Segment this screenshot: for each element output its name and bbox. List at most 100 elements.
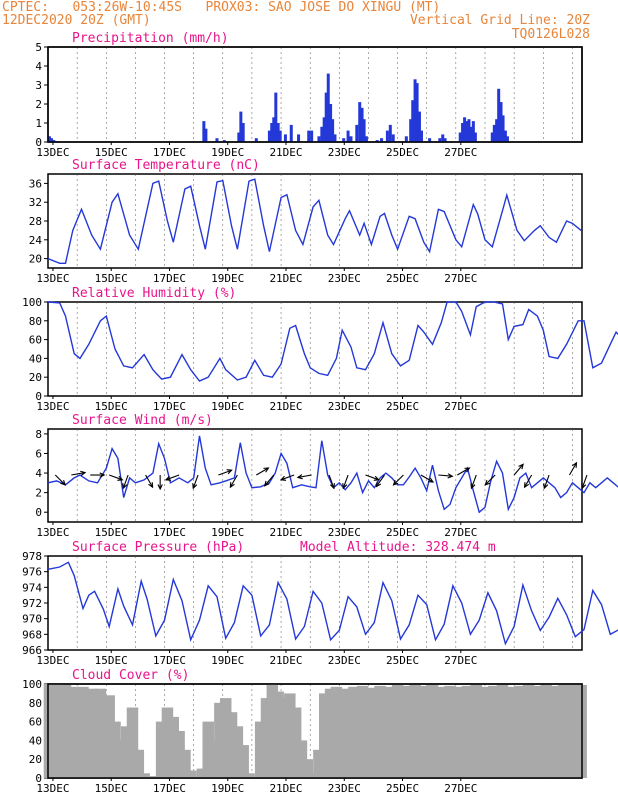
model-code: TQ0126L028 xyxy=(511,27,590,42)
chart-title: Surface Wind (m/s) xyxy=(72,413,213,428)
bar xyxy=(132,749,145,778)
x-tick-label: 27DEC xyxy=(444,146,477,159)
x-tick-label: 15DEC xyxy=(95,654,128,667)
x-tick-label: 23DEC xyxy=(328,782,361,795)
bar xyxy=(204,128,208,142)
bar xyxy=(380,138,384,142)
bar xyxy=(243,773,255,778)
bar xyxy=(522,684,535,778)
bar xyxy=(272,691,284,778)
wind-vector xyxy=(328,474,335,490)
y-tick-label: 36 xyxy=(29,177,42,190)
bar xyxy=(418,685,430,778)
x-tick-label: 15DEC xyxy=(95,526,128,539)
x-tick-label: 17DEC xyxy=(153,654,186,667)
plot-frame xyxy=(47,555,583,651)
x-tick-label: 19DEC xyxy=(211,146,244,159)
y-tick-label: 968 xyxy=(22,628,42,641)
bar xyxy=(469,126,473,142)
bar xyxy=(237,132,241,142)
station-info: CPTEC: 053:26W-10:45S PROX03: SAO JOSE D… xyxy=(2,0,441,15)
y-tick-label: 100 xyxy=(22,296,42,309)
x-tick-label: 27DEC xyxy=(444,782,477,795)
bar xyxy=(503,130,507,142)
wind-vector xyxy=(365,474,380,481)
bar xyxy=(49,138,53,142)
bar xyxy=(161,707,174,778)
x-tick-label: 25DEC xyxy=(386,146,419,159)
bar xyxy=(68,686,80,778)
bar xyxy=(319,693,331,778)
bar xyxy=(126,707,139,778)
x-tick-label: 27DEC xyxy=(444,526,477,539)
bar xyxy=(400,685,413,778)
x-tick-label: 27DEC xyxy=(444,654,477,667)
x-tick-label: 21DEC xyxy=(269,782,302,795)
bar xyxy=(155,721,168,778)
bar xyxy=(329,104,333,142)
x-tick-label: 13DEC xyxy=(36,400,69,413)
y-tick-label: 5 xyxy=(35,41,42,54)
wind-vector xyxy=(543,474,550,490)
y-tick-label: 0 xyxy=(35,506,42,519)
bar xyxy=(391,684,404,778)
series-line xyxy=(47,178,582,264)
bar xyxy=(391,134,395,142)
bar xyxy=(266,684,279,778)
bar xyxy=(419,130,423,142)
x-tick-label: 17DEC xyxy=(153,782,186,795)
bar xyxy=(404,136,408,142)
bar xyxy=(260,698,273,778)
bar xyxy=(487,685,500,778)
bar xyxy=(115,740,127,778)
y-tick-label: 0 xyxy=(35,136,42,149)
bar xyxy=(490,132,494,142)
bar xyxy=(331,119,335,142)
chart-title: Surface Pressure (hPa) xyxy=(72,540,244,555)
wind-vector xyxy=(375,474,385,488)
x-tick-label: 19DEC xyxy=(211,782,244,795)
bar xyxy=(346,130,350,142)
bar xyxy=(85,688,98,778)
y-tick-label: 40 xyxy=(29,352,42,365)
x-tick-label: 13DEC xyxy=(36,526,69,539)
x-tick-label: 23DEC xyxy=(328,272,361,285)
bar xyxy=(342,138,346,142)
bar xyxy=(499,102,503,142)
wind-vector xyxy=(342,474,349,490)
bar xyxy=(324,92,328,142)
x-tick-label: 13DEC xyxy=(36,654,69,667)
series-line xyxy=(47,435,618,514)
grid-note: Vertical Grid Line: 20Z xyxy=(409,13,590,28)
panel-0: Precipitation (mm/h) 0 1 2 3 4 5 13DEC 15DEC 17DE… xyxy=(35,31,583,159)
bar xyxy=(409,119,413,142)
bar xyxy=(94,688,107,778)
bar xyxy=(103,695,115,778)
bar xyxy=(360,107,364,142)
series-line xyxy=(47,561,618,646)
bar xyxy=(362,119,366,142)
bar xyxy=(120,726,133,778)
bar xyxy=(575,684,587,778)
bar xyxy=(289,707,302,778)
wind-vector xyxy=(71,470,87,476)
y-tick-label: 0 xyxy=(35,772,42,785)
bar xyxy=(540,684,552,778)
wind-vector xyxy=(568,461,578,476)
chart-title: Surface Temperature (nC) xyxy=(72,158,260,173)
chart-annotation: Model Altitude: 328.474 m xyxy=(300,540,496,555)
bar xyxy=(322,117,326,142)
bar xyxy=(307,773,319,778)
chart-title: Cloud Cover (%) xyxy=(72,668,189,683)
bar xyxy=(463,117,467,142)
bar xyxy=(173,731,185,778)
bar xyxy=(514,685,526,778)
bar xyxy=(458,132,462,142)
bar xyxy=(444,685,456,778)
panel-1: Surface Temperature (nC) 20 24 28 32 36 13DEC 1… xyxy=(29,158,583,285)
x-tick-label: 17DEC xyxy=(153,526,186,539)
x-tick-label: 21DEC xyxy=(269,272,302,285)
bar xyxy=(254,138,258,142)
bar xyxy=(453,686,465,778)
